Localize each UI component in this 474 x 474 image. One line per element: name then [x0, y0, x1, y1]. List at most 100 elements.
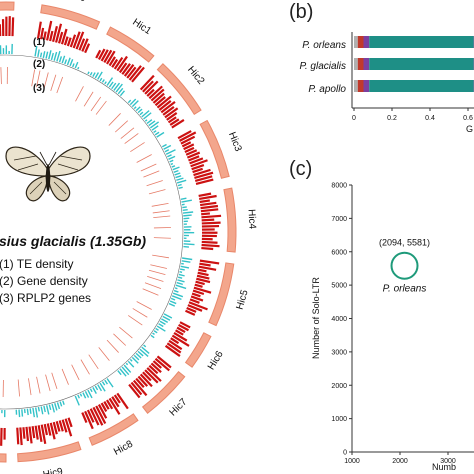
gene-density-bar	[181, 199, 192, 203]
te-density-bar	[72, 31, 81, 49]
gene-density-bar	[172, 166, 180, 171]
te-density-bar	[130, 381, 143, 396]
te-density-bar	[180, 135, 196, 145]
te-density-bar	[128, 65, 142, 81]
te-density-bar	[152, 92, 165, 104]
panel-c-ytick-label: 1000	[331, 416, 347, 423]
rplp2-gene-tick	[51, 372, 58, 390]
rplp2-gene-tick	[153, 215, 171, 219]
chromosome-label-hic9: Hic9	[42, 466, 64, 474]
gene-density-bar	[176, 177, 184, 181]
te-density-bar	[121, 63, 131, 75]
gene-density-bar	[174, 172, 181, 176]
gene-density-bar	[133, 354, 140, 361]
rplp2-gene-tick	[31, 69, 36, 87]
panel-c-ytick-label: 5000	[331, 283, 347, 290]
te-density-bar	[146, 88, 155, 97]
te-density-bar	[160, 101, 176, 114]
gene-density-bar	[77, 66, 80, 70]
te-density-bar	[111, 58, 119, 68]
rplp2-gene-tick	[50, 74, 57, 92]
te-density-bar	[201, 221, 221, 225]
gene-density-bar	[111, 82, 117, 90]
gene-density-bar	[104, 379, 109, 385]
panel-c-ytick-label: 2000	[331, 383, 347, 390]
te-density-bar	[173, 332, 188, 342]
gene-density-bar	[169, 300, 177, 305]
te-density-bar	[49, 422, 56, 440]
gene-density-bar	[172, 292, 184, 298]
te-density-bar	[199, 199, 210, 204]
te-density-bar	[137, 375, 149, 387]
gene-density-bar	[59, 401, 63, 407]
chromosome-label-hic4: Hic4	[246, 209, 258, 230]
gene-density-bar	[156, 325, 166, 332]
composition-segment	[363, 58, 370, 70]
species-genome-label: sius glacialis (1.35Gb)	[0, 233, 146, 249]
te-density-bar	[199, 259, 220, 265]
te-density-bar	[198, 265, 217, 271]
gene-density-bar	[164, 149, 170, 153]
chromosome-label-hic3: Hic3	[226, 131, 244, 154]
chromosome-arc-hic3	[199, 119, 230, 179]
te-density-bar	[75, 31, 85, 50]
gene-density-bar	[117, 370, 122, 376]
chromosome-arc-hic0	[40, 4, 101, 30]
te-density-bar	[200, 204, 219, 210]
chromosome-label-hic2: Hic2	[185, 64, 206, 87]
te-density-track	[0, 16, 222, 446]
te-density-bar	[150, 88, 165, 102]
te-density-bar	[201, 212, 211, 216]
te-density-bar	[106, 50, 116, 65]
gene-density-bar	[139, 111, 144, 116]
gene-density-bar	[143, 112, 152, 120]
te-density-bar	[69, 34, 77, 48]
te-density-bar	[169, 118, 180, 126]
gene-density-bar	[101, 79, 105, 83]
rplp2-gene-tick	[144, 282, 162, 289]
te-density-bar	[49, 30, 54, 42]
gene-density-bar	[139, 348, 149, 357]
rplp2-gene-tick	[153, 237, 171, 239]
te-density-bar	[132, 379, 148, 397]
rplp2-gene-tick	[124, 133, 139, 144]
gene-density-bar	[169, 159, 174, 163]
species-label-glacialis: P. glacialis	[299, 61, 346, 72]
te-density-bar	[166, 342, 182, 354]
gene-density-bar	[179, 268, 185, 271]
te-density-bar	[52, 421, 58, 435]
gene-density-bar	[153, 330, 158, 334]
legend-te-density: (1) TE density	[0, 257, 73, 271]
te-density-bar	[84, 410, 94, 430]
gene-density-bar	[178, 273, 185, 277]
gene-density-bar	[45, 51, 49, 59]
te-density-bar	[197, 271, 209, 277]
te-density-bar	[193, 168, 211, 177]
rplp2-gene-tick	[80, 359, 90, 375]
gene-density-bar	[180, 197, 187, 200]
te-density-bar	[108, 56, 116, 67]
gene-density-bar	[155, 327, 159, 331]
rplp2-gene-tick	[0, 67, 2, 85]
te-density-bar	[166, 112, 178, 121]
panel-b-tick-label: 0.4	[425, 115, 435, 122]
gene-density-bar	[87, 71, 90, 75]
rplp2-gene-tick	[140, 163, 157, 172]
te-density-bar	[186, 151, 201, 159]
rplp2-genes-track	[0, 67, 171, 397]
gene-density-bar	[178, 186, 183, 190]
te-density-bar	[97, 404, 108, 419]
rplp2-gene-tick	[130, 142, 145, 153]
rplp2-gene-tick	[120, 127, 135, 139]
gene-density-bar	[43, 405, 46, 413]
gene-density-bar	[115, 83, 123, 93]
genome-composition-panel: (b) 0 0.2 0.4 0.6 P. orleans P. glacialis P…	[289, 1, 474, 134]
gene-density-bar	[26, 408, 29, 416]
gene-density-bar	[181, 260, 191, 263]
gene-density-bar	[104, 81, 107, 85]
te-density-bar	[144, 369, 159, 384]
gene-density-bar	[64, 59, 68, 65]
te-density-bar	[200, 208, 219, 213]
